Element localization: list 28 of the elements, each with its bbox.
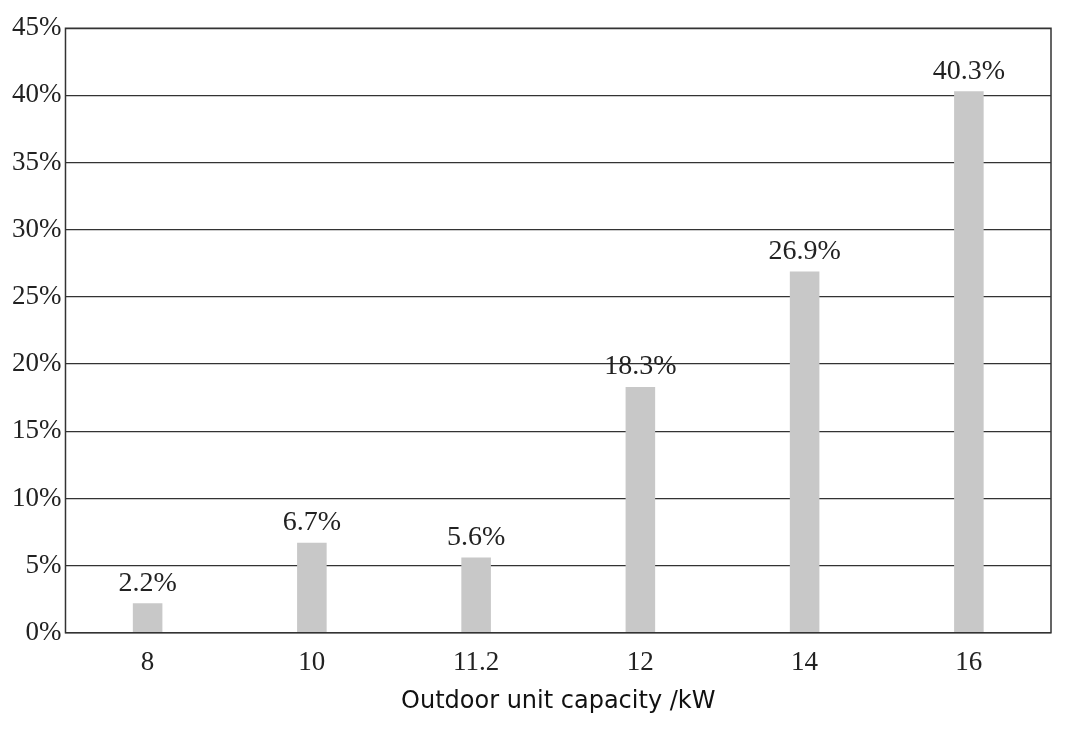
y-tick-label: 25% bbox=[11, 280, 62, 310]
x-axis-title: Outdoor unit capacity /kW bbox=[401, 685, 716, 714]
y-tick-label: 5% bbox=[25, 548, 62, 579]
x-tick-label: 12 bbox=[626, 646, 654, 677]
data-label: 5.6% bbox=[446, 519, 506, 551]
bar bbox=[625, 386, 656, 633]
bar bbox=[297, 542, 327, 633]
x-tick-label: 10 bbox=[298, 646, 326, 677]
bar bbox=[954, 91, 984, 633]
bar bbox=[461, 557, 491, 633]
data-label: 26.9% bbox=[768, 233, 841, 265]
y-tick-label: 20% bbox=[11, 347, 62, 378]
data-label: 40.3% bbox=[932, 53, 1006, 85]
bar bbox=[132, 603, 163, 633]
bar bbox=[789, 271, 820, 633]
y-tick-label: 0% bbox=[25, 615, 62, 646]
y-tick-label: 10% bbox=[11, 481, 62, 512]
y-tick-label: 15% bbox=[11, 414, 62, 445]
x-tick-label: 8 bbox=[140, 646, 155, 677]
y-tick-label: 40% bbox=[11, 78, 62, 109]
data-label: 2.2% bbox=[118, 565, 177, 597]
y-tick-label: 35% bbox=[11, 145, 62, 176]
x-tick-label: 14 bbox=[791, 646, 819, 677]
x-tick-label: 11.2 bbox=[452, 646, 500, 677]
y-tick-label: 45% bbox=[11, 11, 62, 42]
y-tick-label: 30% bbox=[11, 212, 62, 243]
x-tick-label: 16 bbox=[955, 646, 983, 677]
data-label: 6.7% bbox=[282, 505, 342, 537]
